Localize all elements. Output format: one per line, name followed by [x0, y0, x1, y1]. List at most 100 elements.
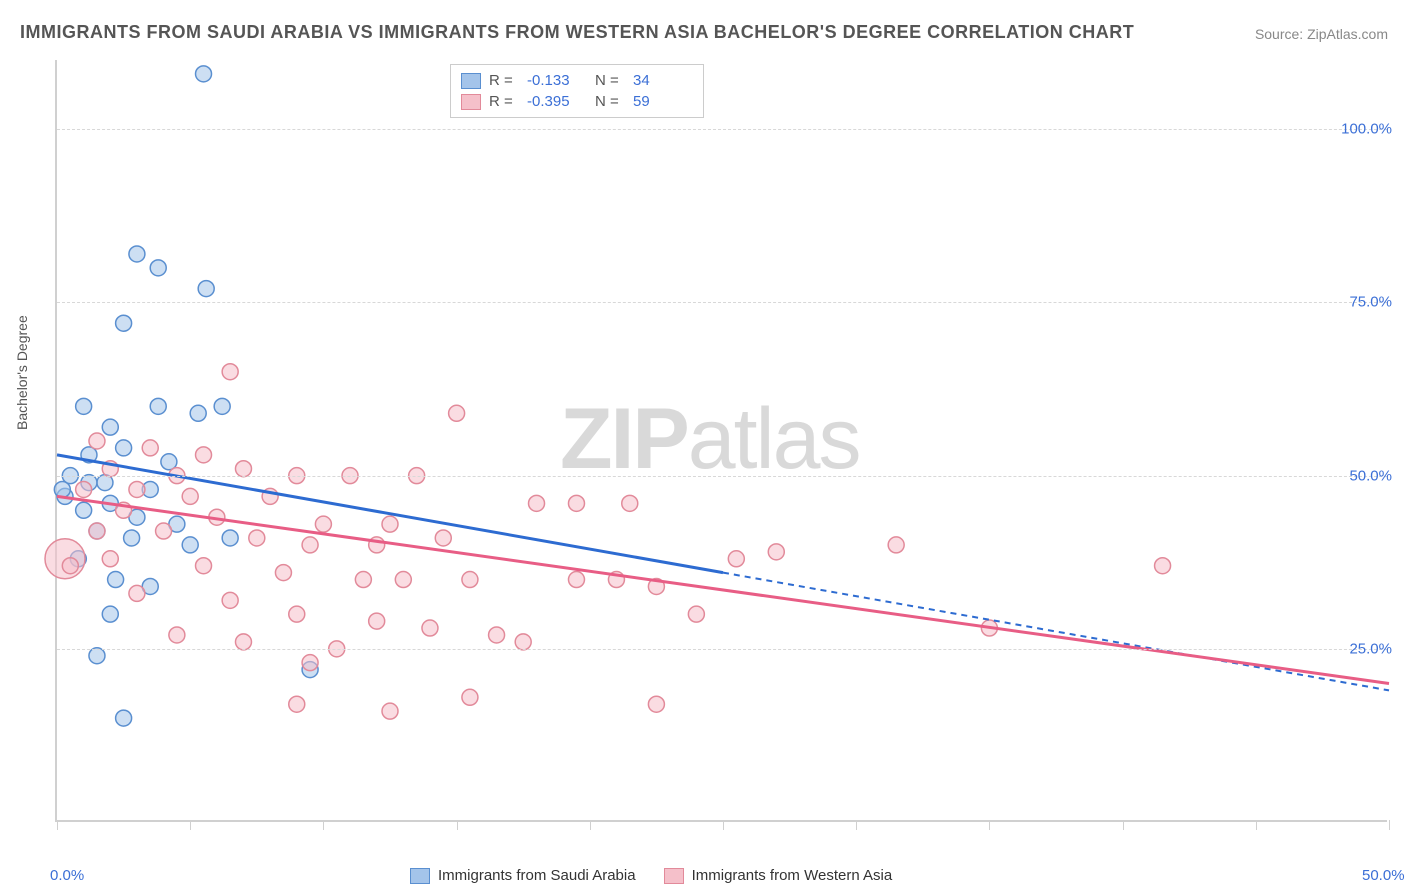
scatter-point — [150, 260, 166, 276]
x-tick — [590, 820, 591, 830]
scatter-point — [422, 620, 438, 636]
x-tick — [457, 820, 458, 830]
stat-label-n: N = — [595, 72, 625, 89]
scatter-point — [222, 364, 238, 380]
x-tick — [323, 820, 324, 830]
scatter-point — [249, 530, 265, 546]
scatter-point — [116, 710, 132, 726]
scatter-point — [1155, 558, 1171, 574]
x-tick — [989, 820, 990, 830]
legend-stat-row: R = -0.133 N = 34 — [461, 70, 693, 91]
scatter-point — [369, 613, 385, 629]
stat-value-r: -0.133 — [527, 72, 587, 89]
legend-item: Immigrants from Saudi Arabia — [410, 867, 636, 884]
scatter-point — [489, 627, 505, 643]
trend-line — [57, 496, 1389, 683]
x-tick — [57, 820, 58, 830]
gridline — [57, 476, 1387, 477]
scatter-point — [108, 572, 124, 588]
scatter-point — [449, 405, 465, 421]
scatter-point — [62, 558, 78, 574]
scatter-point — [129, 246, 145, 262]
scatter-point — [76, 502, 92, 518]
stat-label-r: R = — [489, 72, 519, 89]
scatter-point — [182, 537, 198, 553]
scatter-point — [156, 523, 172, 539]
scatter-point — [54, 481, 70, 497]
correlation-legend: R =-0.133N =34R =-0.395N =59 — [450, 64, 704, 118]
scatter-point — [222, 530, 238, 546]
scatter-point — [89, 648, 105, 664]
scatter-point — [568, 495, 584, 511]
y-axis-label: Bachelor's Degree — [14, 315, 30, 430]
scatter-point — [150, 398, 166, 414]
scatter-point — [315, 516, 331, 532]
legend-label: Immigrants from Western Asia — [692, 867, 893, 884]
scatter-point — [648, 696, 664, 712]
legend-label: Immigrants from Saudi Arabia — [438, 867, 636, 884]
scatter-point — [462, 689, 478, 705]
stat-value-n: 59 — [633, 93, 693, 110]
chart-svg — [57, 60, 1387, 820]
x-tick — [723, 820, 724, 830]
x-tick — [1123, 820, 1124, 830]
scatter-point — [102, 419, 118, 435]
legend-swatch — [410, 868, 430, 884]
chart-title: IMMIGRANTS FROM SAUDI ARABIA VS IMMIGRAN… — [20, 22, 1134, 43]
scatter-point — [395, 572, 411, 588]
scatter-point — [289, 696, 305, 712]
scatter-point — [102, 551, 118, 567]
scatter-point — [89, 433, 105, 449]
x-tick — [856, 820, 857, 830]
scatter-point — [129, 481, 145, 497]
scatter-point — [688, 606, 704, 622]
scatter-point — [768, 544, 784, 560]
stat-value-n: 34 — [633, 72, 693, 89]
scatter-point — [196, 447, 212, 463]
scatter-point — [190, 405, 206, 421]
scatter-point — [198, 281, 214, 297]
x-tick — [1389, 820, 1390, 830]
source-attribution: Source: ZipAtlas.com — [1255, 26, 1388, 42]
legend-swatch — [461, 94, 481, 110]
gridline — [57, 649, 1387, 650]
scatter-point — [622, 495, 638, 511]
scatter-point — [222, 592, 238, 608]
scatter-point — [169, 627, 185, 643]
scatter-point — [529, 495, 545, 511]
stat-label-n: N = — [595, 93, 625, 110]
y-tick-label: 100.0% — [1341, 121, 1392, 138]
scatter-point — [124, 530, 140, 546]
scatter-point — [275, 565, 291, 581]
y-tick-label: 75.0% — [1349, 294, 1392, 311]
scatter-point — [728, 551, 744, 567]
series-legend: Immigrants from Saudi Arabia Immigrants f… — [410, 867, 892, 884]
x-tick — [1256, 820, 1257, 830]
scatter-point — [129, 585, 145, 601]
scatter-point — [462, 572, 478, 588]
scatter-point — [888, 537, 904, 553]
x-tick — [190, 820, 191, 830]
scatter-point — [76, 398, 92, 414]
gridline — [57, 302, 1387, 303]
scatter-point — [289, 606, 305, 622]
scatter-point — [435, 530, 451, 546]
scatter-point — [515, 634, 531, 650]
scatter-point — [116, 315, 132, 331]
scatter-point — [76, 481, 92, 497]
x-tick-label: 0.0% — [50, 867, 84, 884]
scatter-point — [382, 516, 398, 532]
scatter-point — [214, 398, 230, 414]
scatter-point — [116, 440, 132, 456]
trend-line — [57, 455, 723, 573]
y-tick-label: 50.0% — [1349, 467, 1392, 484]
stat-label-r: R = — [489, 93, 519, 110]
trend-line-extrapolated — [723, 573, 1389, 691]
scatter-point — [182, 488, 198, 504]
scatter-point — [302, 655, 318, 671]
gridline — [57, 129, 1387, 130]
scatter-point — [196, 66, 212, 82]
scatter-point — [382, 703, 398, 719]
scatter-point — [355, 572, 371, 588]
y-tick-label: 25.0% — [1349, 640, 1392, 657]
